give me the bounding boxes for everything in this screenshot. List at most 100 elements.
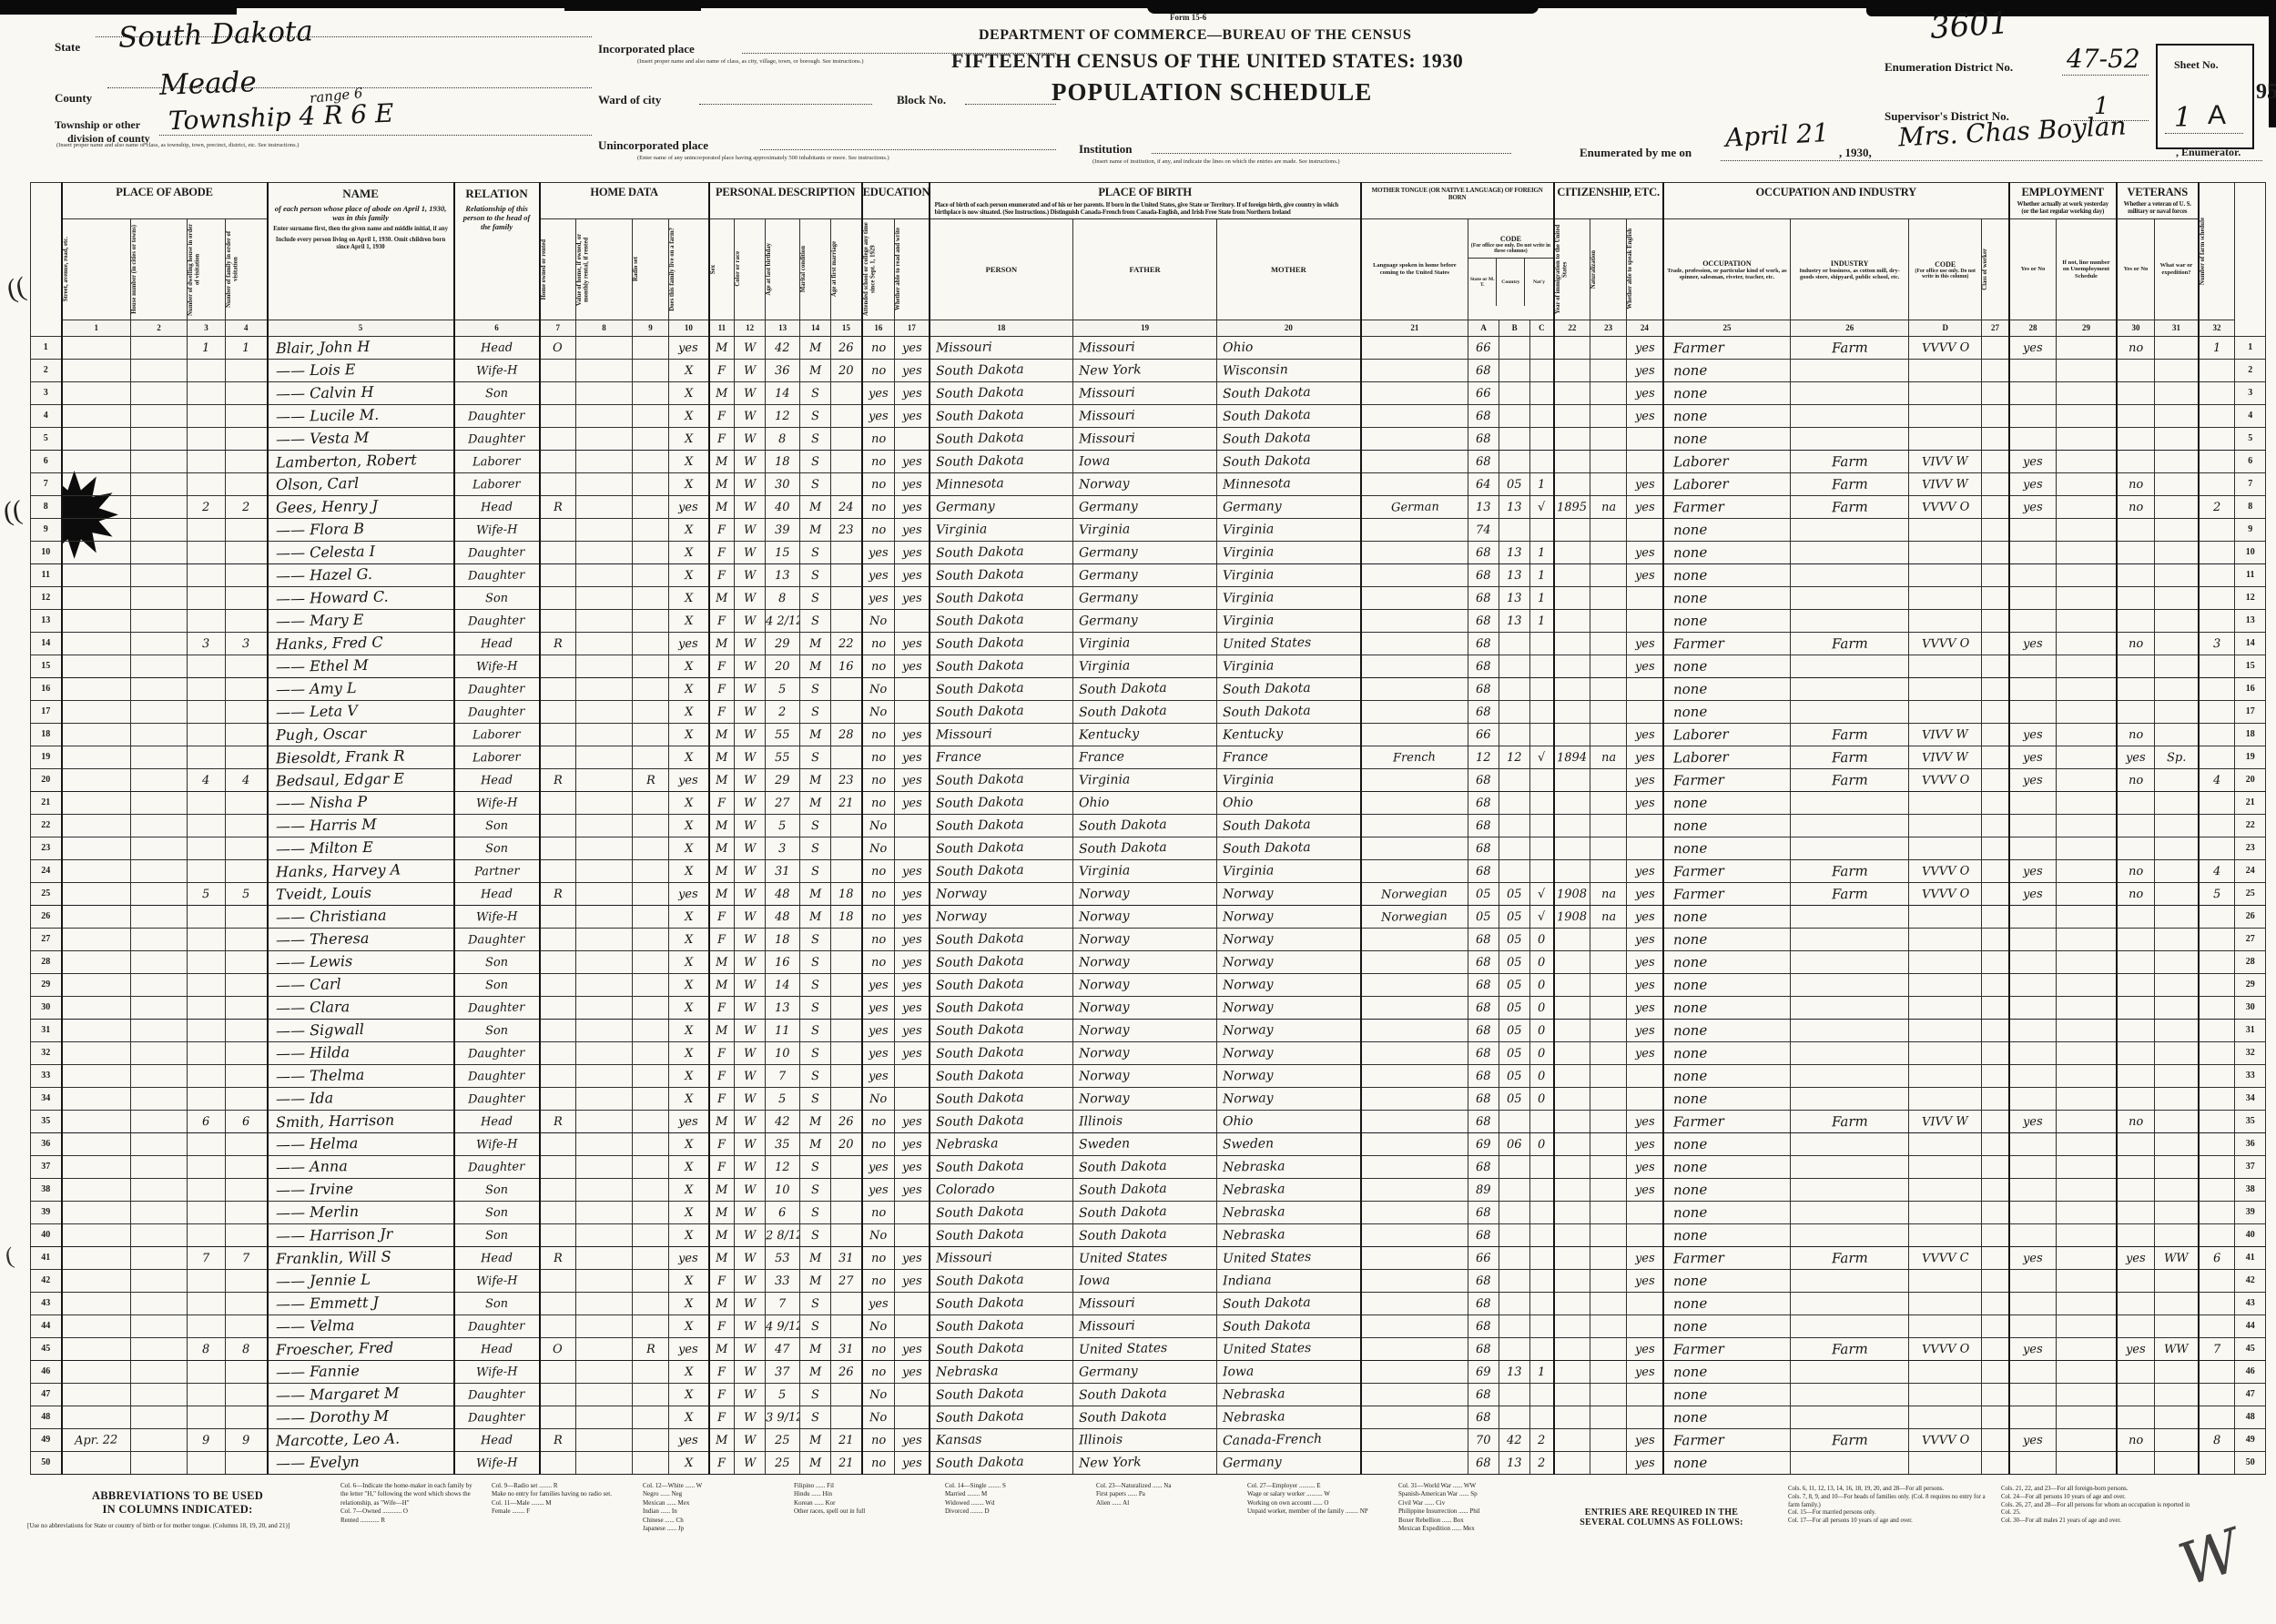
cell — [1499, 449, 1531, 473]
handwritten-entry: none — [1672, 908, 1708, 926]
cell — [1590, 676, 1628, 701]
handwritten-entry: W — [743, 1365, 757, 1379]
cell — [1981, 585, 2010, 610]
cell — [187, 927, 226, 951]
handwritten-entry: 28 — [838, 727, 854, 742]
cell — [1499, 517, 1531, 542]
line-number-left: 31 — [30, 1018, 62, 1042]
handwritten-entry: Nebraska — [935, 1136, 999, 1152]
cell: yes — [860, 540, 896, 564]
handwritten-entry: 68 — [1476, 431, 1492, 446]
cell — [60, 1359, 131, 1384]
cell: 20 — [765, 654, 801, 678]
cell: yes — [894, 722, 930, 746]
cell: South Dakota — [928, 1063, 1074, 1088]
cell — [2007, 1086, 2058, 1111]
cell: W — [734, 449, 767, 473]
line-number-right: 41 — [2234, 1245, 2267, 1270]
cell: W — [734, 949, 767, 974]
cell — [1529, 335, 1555, 360]
handwritten-entry: VIVV W — [1922, 750, 1969, 766]
handwritten-entry: 25 — [775, 1456, 791, 1470]
cell — [2154, 1109, 2200, 1133]
handwritten-entry: yes — [1634, 545, 1655, 561]
cell: 05 — [1499, 949, 1531, 974]
handwritten-entry: 5 — [778, 818, 787, 833]
cell — [1359, 608, 1469, 633]
handwritten-entry: none — [1672, 1158, 1708, 1176]
cell — [130, 949, 188, 974]
sheet-no-label: Sheet No. — [2174, 58, 2219, 71]
cell — [2007, 949, 2058, 974]
cell — [224, 381, 269, 405]
cell: No — [860, 699, 896, 724]
cell — [2056, 767, 2118, 792]
handwritten-entry: 21 — [838, 796, 854, 810]
cell: Nebraska — [1216, 1177, 1362, 1202]
cell: 16 — [830, 654, 863, 678]
handwritten-entry: Norwegian — [1381, 887, 1448, 902]
cell: 7 — [765, 1063, 801, 1088]
cell — [2154, 904, 2200, 929]
cell: —— Dorothy M — [266, 1405, 455, 1429]
cell: yes — [1626, 1040, 1664, 1065]
cell — [2115, 381, 2156, 405]
handwritten-entry: South Dakota — [935, 1317, 1024, 1335]
cell — [130, 358, 188, 382]
column-number: 5 — [266, 319, 455, 337]
handwritten-entry: —— Milton E — [275, 838, 373, 858]
cell: Gees, Henry J — [266, 494, 455, 519]
cell — [1790, 1132, 1910, 1156]
cell — [2007, 972, 2058, 997]
handwritten-entry: S — [810, 431, 820, 446]
cell: Norway — [1216, 972, 1362, 997]
handwritten-entry: South Dakota — [1222, 452, 1311, 470]
cell — [575, 1245, 634, 1270]
cell — [632, 540, 670, 564]
cell — [1626, 449, 1664, 473]
cell — [830, 1177, 863, 1202]
handwritten-entry: yes — [901, 523, 922, 538]
cell — [187, 745, 226, 769]
cell — [575, 699, 634, 724]
handwritten-entry: 42 — [775, 340, 791, 355]
cell: X — [668, 676, 710, 701]
handwritten-entry: Farm — [1831, 634, 1868, 653]
handwritten-entry: yes — [1634, 1182, 1655, 1198]
schedule-title: POPULATION SCHEDULE — [1052, 78, 1373, 106]
handwritten-entry: S — [810, 545, 820, 560]
line-number-right: 32 — [2234, 1040, 2267, 1065]
handwritten-entry: 21 — [838, 1456, 854, 1470]
cell: Son — [452, 972, 541, 997]
cell — [1981, 563, 2010, 587]
handwritten-entry: South Dakota — [935, 953, 1024, 970]
cell — [2197, 813, 2236, 837]
cell — [575, 1040, 634, 1065]
handwritten-entry: none — [1672, 1090, 1708, 1108]
cell: 10 — [765, 1040, 801, 1065]
handwritten-entry: none — [1672, 1385, 1708, 1404]
cell — [1359, 654, 1469, 678]
cell — [130, 1200, 188, 1224]
enumerator-label: , Enumerator. — [2176, 146, 2241, 158]
cell — [1529, 358, 1555, 382]
cell: 68 — [1468, 676, 1500, 701]
cell — [1626, 585, 1664, 610]
line-number-left: 32 — [30, 1040, 62, 1065]
cell — [2007, 1132, 2058, 1156]
cell — [130, 1177, 188, 1202]
cell — [632, 358, 670, 382]
cell: Daughter — [452, 426, 541, 451]
cell: F — [707, 1314, 736, 1338]
line-number-right: 37 — [2234, 1154, 2267, 1179]
census-row: 15 —— Ethel M Wife-H X F W 20 M 16 no yes South Dak… — [30, 654, 2267, 678]
cell: none — [1661, 1063, 1792, 1088]
cell — [1908, 403, 1983, 428]
cell: —— Lucile M. — [266, 403, 455, 428]
handwritten-entry: Norway — [1078, 954, 1130, 970]
cell: M — [707, 1109, 736, 1133]
handwritten-entry: Farmer — [1672, 634, 1724, 653]
handwritten-entry: 13 — [1507, 1456, 1523, 1470]
cell: none — [1661, 949, 1792, 974]
